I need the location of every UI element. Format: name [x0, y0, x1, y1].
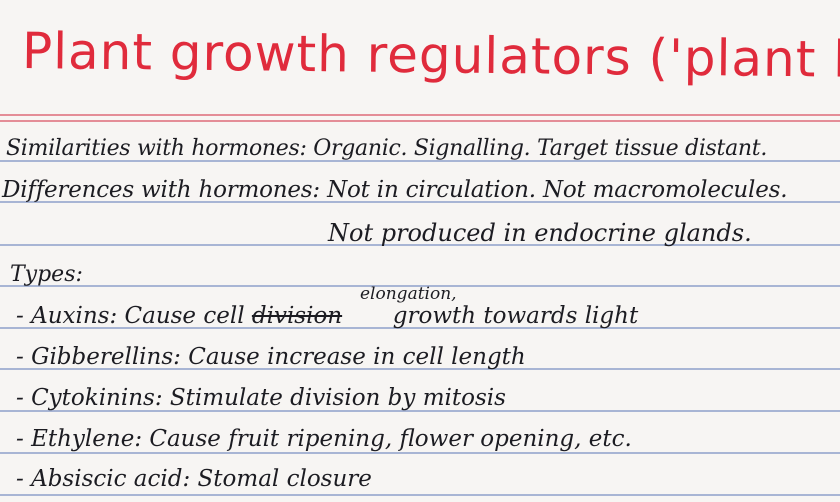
auxins-suffix: growth towards light: [392, 303, 639, 329]
type-item-gibberellins: - Gibberellins: Cause increase in cell l…: [16, 344, 526, 370]
similarities-line: Similarities with hormones: Organic. Sig…: [6, 136, 768, 161]
ruled-line: [0, 494, 840, 496]
types-heading: Types:: [10, 262, 83, 287]
type-item-auxins: - Auxins: Cause cell division growth tow…: [16, 303, 638, 329]
ruled-line: [0, 452, 840, 454]
red-margin-line: [0, 114, 840, 116]
struck-word: division: [251, 303, 343, 329]
red-margin-line: [0, 120, 840, 122]
ruled-line: [0, 201, 840, 203]
differences-continuation: Not produced in endocrine glands.: [328, 219, 752, 247]
ruled-line: [0, 244, 840, 246]
ruled-line: [0, 160, 840, 162]
ruled-line: [0, 410, 840, 412]
ruled-line: [0, 285, 840, 287]
ruled-line: [0, 327, 840, 329]
card-title: Plant growth regulators ('plant hormones…: [21, 22, 840, 92]
type-item-abscisic-acid: - Absiscic acid: Stomal closure: [16, 466, 372, 492]
auxins-prefix: - Auxins: Cause cell: [16, 303, 245, 329]
differences-line: Differences with hormones: Not in circul…: [2, 177, 788, 203]
ruled-line: [0, 368, 840, 370]
type-item-cytokinins: - Cytokinins: Stimulate division by mito…: [16, 385, 506, 411]
type-item-ethylene: - Ethylene: Cause fruit ripening, flower…: [16, 426, 632, 452]
inserted-correction: elongation,: [360, 284, 457, 304]
